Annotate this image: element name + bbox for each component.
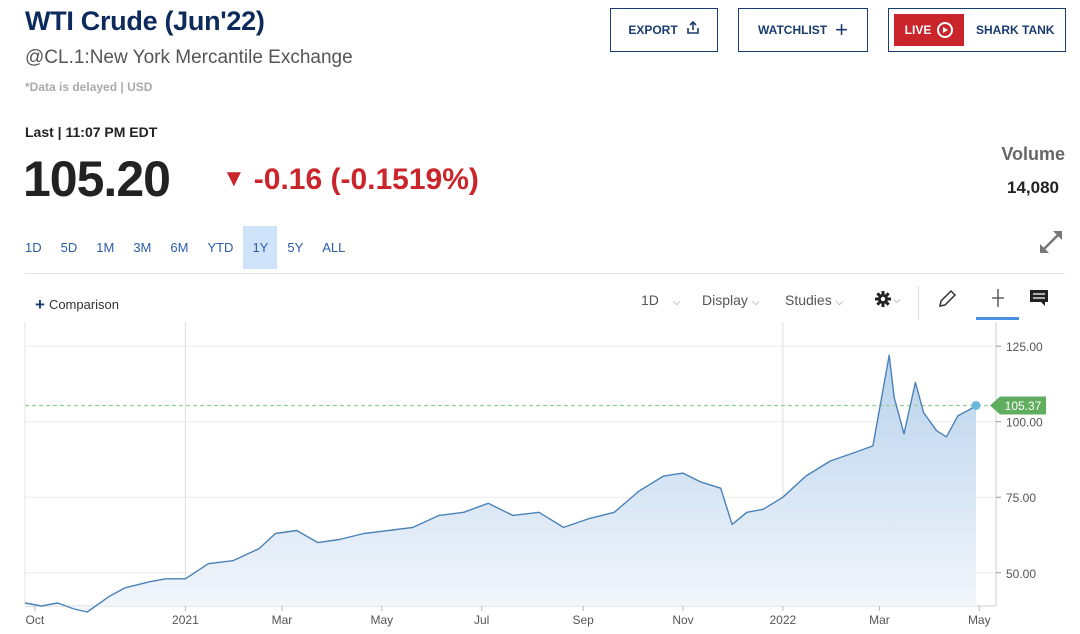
y-tick-label: 125.00 — [1006, 340, 1043, 354]
watchlist-label: WATCHLIST — [758, 23, 828, 37]
last-price: 105.20 — [23, 151, 171, 207]
expand-icon[interactable] — [1037, 228, 1065, 256]
series-line — [24, 354, 977, 613]
range-3m[interactable]: 3M — [133, 240, 152, 255]
live-label: LIVE — [904, 23, 932, 37]
range-1d[interactable]: 1D — [25, 240, 42, 255]
crosshair-icon[interactable] — [976, 286, 1019, 320]
range-1y[interactable]: 1Y — [243, 226, 278, 269]
divider — [25, 273, 1065, 274]
range-ytd[interactable]: YTD — [207, 240, 234, 255]
volume-label: Volume — [1001, 144, 1065, 164]
x-tick-label: Mar — [272, 613, 293, 627]
down-arrow-icon: ▼ — [222, 165, 246, 192]
chevron-down-icon: ⌵ — [893, 295, 901, 306]
x-tick-label: May — [370, 613, 393, 627]
watchlist-button[interactable]: WATCHLIST + — [738, 8, 868, 52]
y-tick-label: 100.00 — [1006, 416, 1043, 430]
comparison-button[interactable]: + Comparison — [35, 294, 119, 314]
time-range-selector: 1D 5D 1M 3M 6M YTD 1Y 5Y ALL — [25, 226, 364, 269]
live-badge: LIVE — [894, 14, 964, 46]
price-change-value: -0.16 (-0.1519%) — [253, 163, 479, 196]
shark-tank-label: SHARK TANK — [976, 23, 1055, 37]
price-chart[interactable]: 125.00 100.00 75.00 50.00 Oct 2021 Mar May Jul Se… — [0, 318, 1080, 634]
x-tick-label: Mar — [869, 613, 890, 627]
page-title: WTI Crude (Jun'22) — [25, 6, 265, 36]
comment-icon[interactable] — [1028, 288, 1050, 308]
plus-icon: + — [35, 295, 45, 314]
range-6m[interactable]: 6M — [170, 240, 189, 255]
x-tick-label: Jul — [474, 613, 489, 627]
studies-label: Studies — [785, 292, 832, 308]
interval-label: 1D — [641, 292, 659, 308]
range-1m[interactable]: 1M — [96, 240, 115, 255]
x-tick-label: 2021 — [172, 613, 199, 627]
chevron-down-icon: ⌵ — [835, 297, 844, 308]
comparison-label: Comparison — [48, 297, 120, 312]
range-5d[interactable]: 5D — [60, 240, 78, 255]
x-tick-label: Nov — [672, 613, 693, 627]
plus-icon: + — [835, 17, 848, 42]
last-point-marker — [971, 400, 981, 410]
x-tick-label: Sep — [572, 613, 594, 627]
toolbar-divider — [918, 286, 919, 320]
export-button[interactable]: EXPORT — [610, 8, 718, 52]
price-change: ▼ -0.16 (-0.1519%) — [222, 163, 479, 197]
exchange-subtitle: @CL.1:New York Mercantile Exchange — [25, 47, 353, 68]
range-all[interactable]: ALL — [322, 240, 346, 255]
pencil-icon[interactable] — [936, 288, 958, 310]
studies-dropdown[interactable]: Studies ⌵ — [785, 292, 843, 308]
x-tick-label: Oct — [25, 613, 44, 627]
y-tick-label: 50.00 — [1006, 567, 1036, 581]
last-value-badge — [990, 396, 1046, 415]
interval-dropdown[interactable]: 1D ⌵ — [641, 292, 681, 308]
gear-icon — [875, 291, 891, 308]
shark-tank-live-button[interactable]: LIVE SHARK TANK — [888, 8, 1066, 52]
display-label: Display — [702, 292, 748, 308]
y-tick-label: 75.00 — [1006, 491, 1036, 505]
x-tick-label: May — [968, 613, 991, 627]
export-label: EXPORT — [628, 23, 678, 37]
delay-note: *Data is delayed | USD — [25, 80, 153, 94]
display-dropdown[interactable]: Display ⌵ — [702, 292, 760, 308]
play-icon — [937, 22, 954, 38]
range-5y[interactable]: 5Y — [287, 240, 304, 255]
chevron-down-icon: ⌵ — [672, 297, 681, 308]
volume-value: 14,080 — [1007, 178, 1059, 197]
x-tick-label: 2022 — [770, 613, 797, 627]
chevron-down-icon: ⌵ — [751, 297, 760, 308]
last-value-label: 105.37 — [1005, 399, 1042, 413]
share-icon — [686, 20, 700, 39]
settings-dropdown[interactable]: ⌵ — [874, 290, 901, 308]
series-area — [25, 355, 976, 612]
last-trade-time: Last | 11:07 PM EDT — [25, 124, 158, 140]
